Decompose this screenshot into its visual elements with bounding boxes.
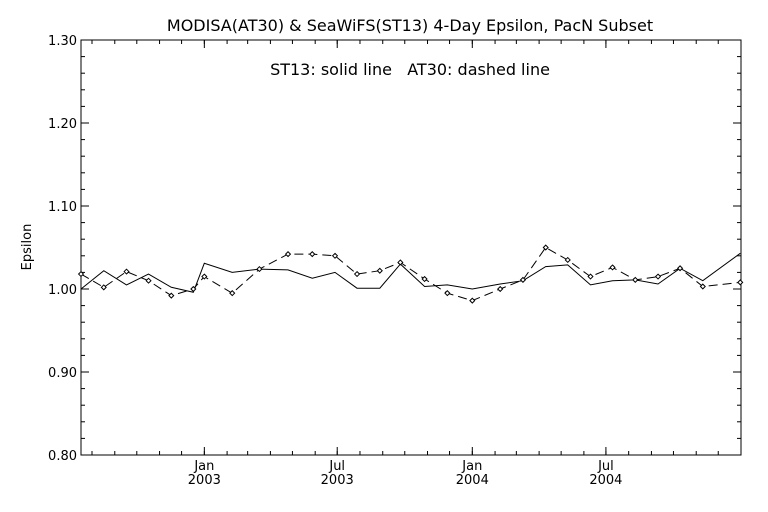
series-at30-point (376, 267, 383, 274)
x-tick-label-year: 2004 (456, 473, 489, 488)
x-tick-label-year: 2003 (321, 473, 354, 488)
series-at30-point (77, 270, 85, 278)
y-tick-label: 1.00 (48, 283, 77, 298)
series-at30-point (331, 252, 339, 259)
series-at30-point (497, 285, 504, 293)
series-at30-point (190, 285, 197, 293)
series-at30-point (309, 251, 316, 258)
y-tick-label: 0.80 (48, 449, 77, 464)
x-tick-label-month: Jan (461, 459, 482, 474)
series-at30-point (168, 292, 175, 299)
series-at30-point (229, 290, 236, 297)
line-style-annotation: ST13: solid line AT30: dashed line (270, 60, 550, 79)
series-at30-point (353, 270, 361, 278)
series-at30-point (654, 273, 662, 280)
series-at30-point (444, 290, 451, 297)
x-tick-label-month: Jan (193, 459, 214, 474)
x-tick-label-year: 2004 (589, 473, 622, 488)
y-tick-label: 1.30 (48, 34, 77, 49)
chart-title: MODISA(AT30) & SeaWiFS(ST13) 4-Day Epsil… (167, 16, 653, 35)
series-at30-point (542, 244, 549, 251)
series-at30-point (123, 268, 130, 275)
series-at30-point (284, 251, 292, 258)
series-at30-point (564, 256, 571, 264)
y-tick-label: 1.10 (48, 200, 77, 215)
series-at30-point (587, 273, 594, 280)
y-axis-ticks: 0.80 0.90 1.00 1.10 1.20 1.30 (48, 34, 741, 464)
x-tick-label-month: Jul (597, 459, 614, 474)
series-at30-point (737, 279, 744, 286)
series-st13-line (80, 252, 741, 293)
series-at30-point (519, 276, 527, 283)
series-at30-point (676, 265, 684, 272)
series-at30-point (609, 264, 616, 271)
plot-frame (80, 39, 742, 456)
y-tick-label: 1.20 (48, 117, 77, 132)
y-axis-label: Epsilon (20, 224, 35, 271)
series-layer (77, 244, 744, 304)
series-at30-point (469, 297, 476, 304)
series-at30-point (256, 265, 263, 273)
series-at30-point (145, 277, 152, 284)
series-at30-point (397, 259, 404, 266)
y-tick-label: 0.90 (48, 366, 77, 381)
series-at30-point (632, 276, 639, 283)
series-at30-point (699, 283, 706, 290)
series-at30-point (421, 275, 428, 283)
x-tick-label-month: Jul (328, 459, 345, 474)
series-at30-point (201, 273, 208, 280)
x-tick-label-year: 2003 (188, 473, 221, 488)
series-at30-point (100, 284, 107, 291)
